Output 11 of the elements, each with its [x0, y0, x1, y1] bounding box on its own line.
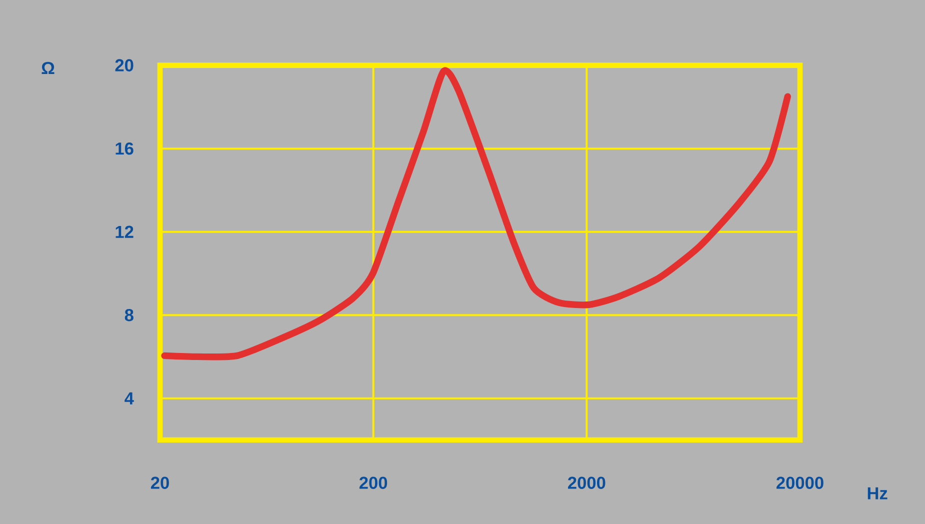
y-tick-label: 12: [116, 226, 134, 238]
y-tick-label: 20: [115, 59, 134, 72]
y-axis-title: Ω: [42, 62, 54, 74]
x-tick-label: 20: [150, 476, 169, 489]
x-axis-title: Hz: [868, 487, 888, 500]
x-tick-label: 20000: [776, 476, 824, 489]
y-tick-label: 16: [116, 142, 134, 155]
x-tick-label: 2000: [568, 476, 606, 489]
x-tick-label: 200: [359, 476, 388, 489]
y-tick-label: 4: [124, 392, 134, 404]
y-tick-label: 8: [124, 308, 134, 322]
